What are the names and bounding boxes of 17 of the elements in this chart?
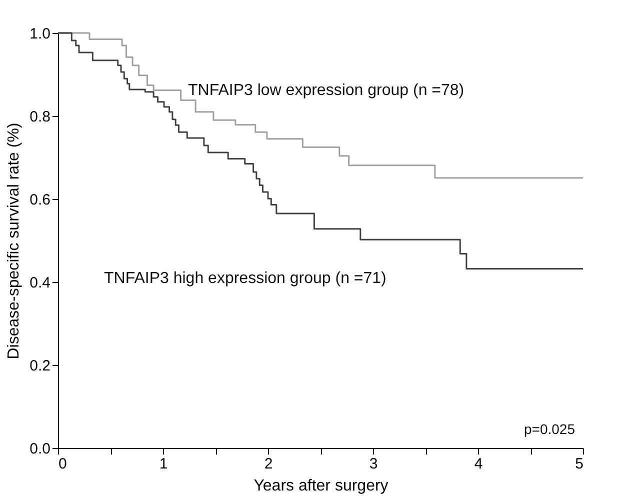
x-tick-label: 2 (264, 456, 273, 472)
y-axis-title: Disease-specific survival rate (%) (6, 122, 23, 360)
y-tick-label: 0.8 (30, 108, 50, 126)
x-tick-label: 5 (575, 456, 584, 472)
x-tick-label: 4 (474, 456, 483, 472)
y-tick-label: 0.0 (30, 440, 50, 458)
y-tick-label: 0.6 (30, 192, 50, 208)
y-tick-label: 0.4 (30, 274, 50, 292)
x-axis-title: Years after surgery (254, 478, 388, 494)
annotation: p=0.025 (524, 421, 576, 437)
series-label: TNFAIP3 low expression group (n =78) (188, 82, 464, 99)
series-label: TNFAIP3 high expression group (n =71) (104, 270, 386, 287)
y-tick-label: 0.2 (30, 358, 50, 374)
y-tick-label: 1.0 (30, 26, 50, 42)
x-tick-label: 1 (159, 456, 168, 472)
x-tick-label: 0 (58, 456, 67, 472)
x-tick-label: 3 (369, 456, 378, 472)
